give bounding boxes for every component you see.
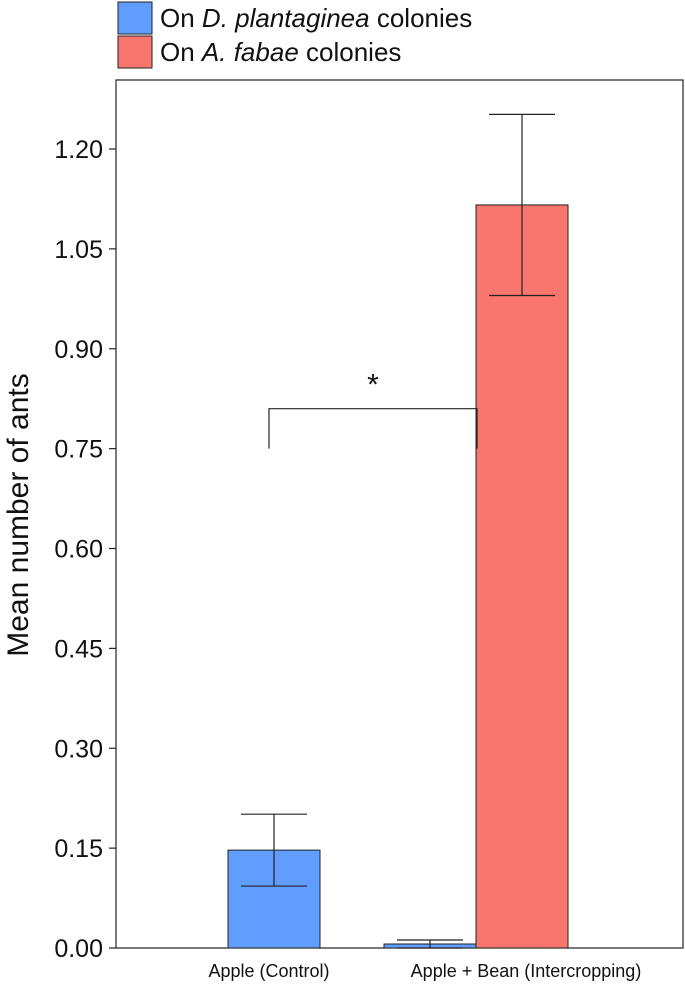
y-tick-label: 0.30 <box>54 735 103 763</box>
y-tick-label: 0.45 <box>54 635 103 663</box>
x-category-label: Apple (Control) <box>208 961 329 981</box>
y-axis-ticks: 0.00 0.15 0.30 0.45 0.60 0.75 0.90 1.05 1.20 <box>54 136 116 963</box>
error-bar <box>489 113 555 297</box>
legend-label: On A. fabae colonies <box>160 37 401 67</box>
legend-label: On D. plantaginea colonies <box>160 3 472 33</box>
y-tick-label: 1.05 <box>54 236 103 264</box>
legend-swatch <box>117 1 153 35</box>
y-tick-label: 0.90 <box>54 336 103 364</box>
y-tick-label: 0.75 <box>54 436 103 464</box>
y-tick-label: 1.20 <box>54 136 103 164</box>
legend-item: On D. plantaginea colonies <box>117 1 472 35</box>
legend-swatch <box>117 35 153 69</box>
significance-annotation: * <box>268 369 478 449</box>
error-bar <box>241 813 307 887</box>
legend: On D. plantaginea colonies On A. fabae co… <box>117 1 472 69</box>
plot-panel <box>115 79 684 949</box>
y-tick-label: 0.15 <box>54 835 103 863</box>
significance-bracket <box>268 408 478 449</box>
x-axis-categories: Apple (Control) Apple + Bean (Intercroppi… <box>208 961 641 981</box>
y-tick-label: 0.00 <box>54 935 103 963</box>
significance-star: * <box>367 369 379 402</box>
bar-series-1-cat-1 <box>475 204 569 949</box>
y-tick-label: 0.60 <box>54 536 103 564</box>
y-axis-title: Mean number of ants <box>2 373 35 657</box>
bars <box>227 113 569 949</box>
x-category-label: Apple + Bean (Intercropping) <box>411 961 642 981</box>
legend-item: On A. fabae colonies <box>117 35 401 69</box>
error-bar <box>397 939 463 949</box>
